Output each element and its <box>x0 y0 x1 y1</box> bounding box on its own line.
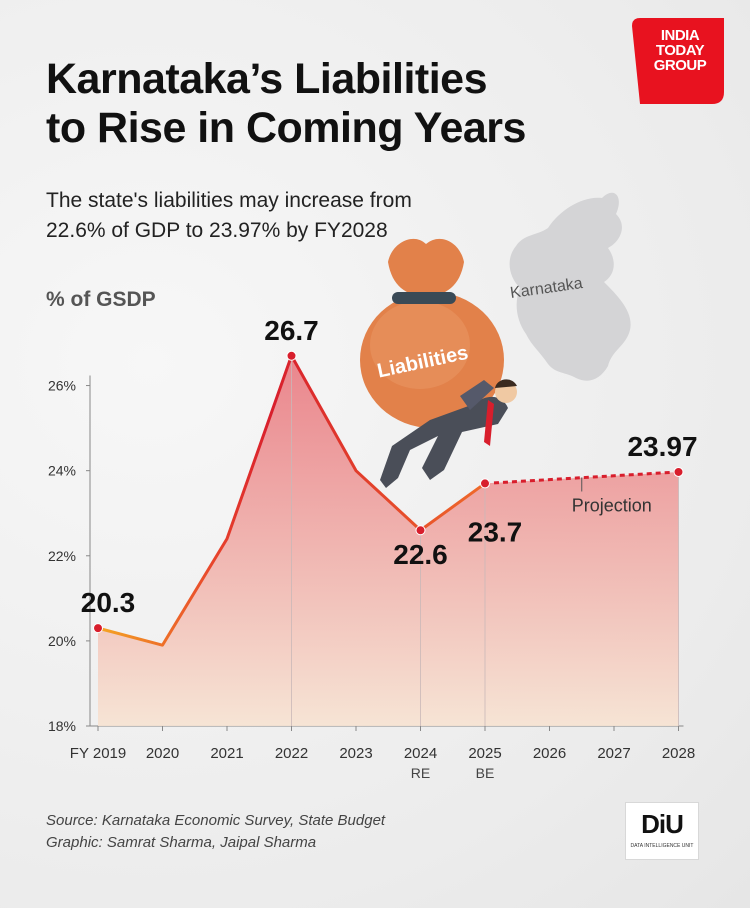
x-tick-label: 2020 <box>146 745 179 762</box>
money-bag-neck <box>388 238 464 296</box>
area-fill <box>98 355 679 726</box>
y-axis-title: % of GSDP <box>46 288 156 311</box>
y-tick-label: 20% <box>48 633 76 649</box>
x-tick-label: FY 2019 <box>70 745 126 762</box>
data-point <box>480 478 490 489</box>
source-credits: Source: Karnataka Economic Survey, State… <box>46 810 385 854</box>
y-tick-label: 24% <box>48 463 76 479</box>
money-bag-tie <box>392 292 456 304</box>
source-text: Source: Karnataka Economic Survey, State… <box>46 812 386 829</box>
karnataka-map-shape <box>509 192 631 381</box>
x-tick-label: 2022 <box>275 745 308 762</box>
figure-body <box>380 396 508 488</box>
data-point <box>286 350 297 361</box>
india-today-logo-text: INDIA TODAY GROUP <box>640 28 720 73</box>
graphic-credit: Graphic: Samrat Sharma, Jaipal Sharma <box>46 834 317 851</box>
data-label: 22.6 <box>393 539 448 570</box>
data-point <box>415 525 426 536</box>
logo-line-2: TODAY <box>655 42 705 59</box>
logo-line-1: INDIA <box>660 27 700 44</box>
data-label: 23.97 <box>627 431 697 462</box>
diu-logo-subtext: DATA INTELLIGENCE UNIT <box>630 843 694 849</box>
y-tick-label: 22% <box>48 548 76 564</box>
title-line-2: to Rise in Coming Years <box>46 104 526 152</box>
data-label: 20.3 <box>81 587 136 618</box>
title-line-1: Karnataka’s Liabilities <box>46 55 488 103</box>
data-label: 26.7 <box>264 315 319 346</box>
india-today-logo <box>632 18 724 104</box>
x-tick-label: 2021 <box>210 745 243 762</box>
subtitle-line-1: The state's liabilities may increase fro… <box>46 189 412 212</box>
x-tick-label: 2026 <box>533 745 566 762</box>
subtitle-line-2: 22.6% of GDP to 23.97% by FY2028 <box>46 219 388 242</box>
projection-label: Projection <box>572 495 652 515</box>
data-point <box>93 623 103 634</box>
diu-logo: DiU DATA INTELLIGENCE UNIT <box>625 802 699 860</box>
x-tick-sublabel: RE <box>411 765 430 781</box>
page-subtitle: The state's liabilities may increase fro… <box>46 186 546 246</box>
logo-line-3: GROUP <box>653 57 707 74</box>
x-tick-label: 2025 <box>468 745 501 762</box>
figure-hair <box>495 379 517 388</box>
y-tick-label: 26% <box>48 378 76 394</box>
x-tick-label: 2027 <box>597 745 630 762</box>
data-label: 23.7 <box>468 516 523 547</box>
diu-logo-text: DiU <box>641 809 684 839</box>
x-tick-label: 2024 <box>404 745 437 762</box>
x-tick-label: 2028 <box>662 745 695 762</box>
figure-tie <box>484 400 494 446</box>
y-tick-label: 18% <box>48 718 76 734</box>
figure-arm <box>460 380 494 410</box>
x-tick-label: 2023 <box>339 745 372 762</box>
money-bag-shade <box>370 301 470 389</box>
page-title: Karnataka’s Liabilities to Rise in Comin… <box>46 55 646 153</box>
x-tick-sublabel: BE <box>476 765 495 781</box>
data-point <box>673 466 684 477</box>
liabilities-illustration <box>360 238 517 488</box>
